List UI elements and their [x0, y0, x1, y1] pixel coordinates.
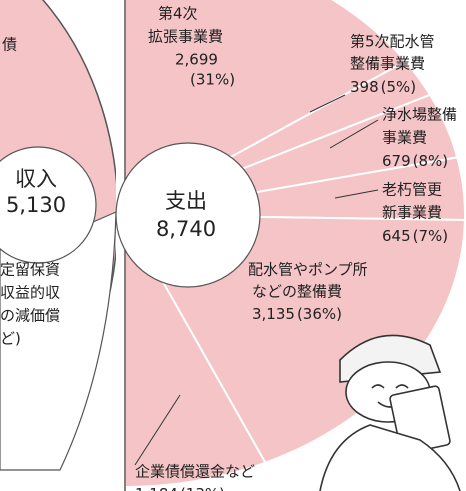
center-circle: [116, 143, 260, 287]
category-label: 第4次: [158, 5, 198, 23]
category-label: 新事業費: [382, 204, 442, 222]
center-label: 支出: [165, 189, 207, 213]
value-text: 679(8%): [382, 152, 448, 170]
category-label: 第5次配水管: [350, 33, 435, 51]
percent-label: (13%): [180, 485, 225, 491]
value-text: 398(5%): [350, 78, 416, 96]
category-label: などの整備費: [252, 283, 342, 301]
chart: 収入 5,130 債定留保資収益的収の減価償ど) 支出 8,740 第4次拡張事業費…: [0, 0, 466, 491]
annotation: 債: [2, 36, 17, 54]
annotation: 定留保資: [0, 261, 60, 279]
value-text: 3,135(36%): [252, 305, 342, 323]
annotation: の減価償: [0, 307, 60, 325]
value-label: 2,699: [175, 51, 218, 69]
center-label: 収入: [15, 167, 57, 191]
annotation: 収益的収: [0, 284, 60, 302]
value-label: 398: [350, 78, 379, 96]
value-text: 1,184(13%): [135, 485, 225, 491]
category-label: 老朽管更: [382, 181, 442, 199]
category-label: 配水管やポンプ所: [248, 261, 368, 279]
center-value: 5,130: [6, 193, 66, 217]
category-label: 事業費: [382, 129, 427, 147]
value-label: 679: [382, 152, 411, 170]
percent-label: (31%): [190, 71, 235, 89]
value-label: 3,135: [252, 305, 295, 323]
category-label: 整備事業費: [350, 55, 425, 73]
value-label: 645: [382, 227, 411, 245]
annotation: ど): [0, 330, 21, 348]
center-value: 8,740: [156, 217, 216, 241]
percent-label: (8%): [413, 152, 449, 170]
value-text: 645(7%): [382, 227, 448, 245]
percent-label: (5%): [381, 78, 417, 96]
percent-label: (7%): [413, 227, 449, 245]
category-label: 拡張事業費: [148, 28, 223, 46]
category-label: 浄水場整備: [382, 106, 457, 124]
category-label: 企業債償還金など: [135, 463, 255, 481]
page: {"chart_data": [ {"type": "pie", "center…: [0, 0, 466, 491]
value-label: 1,184: [135, 485, 178, 491]
percent-label: (36%): [297, 305, 342, 323]
